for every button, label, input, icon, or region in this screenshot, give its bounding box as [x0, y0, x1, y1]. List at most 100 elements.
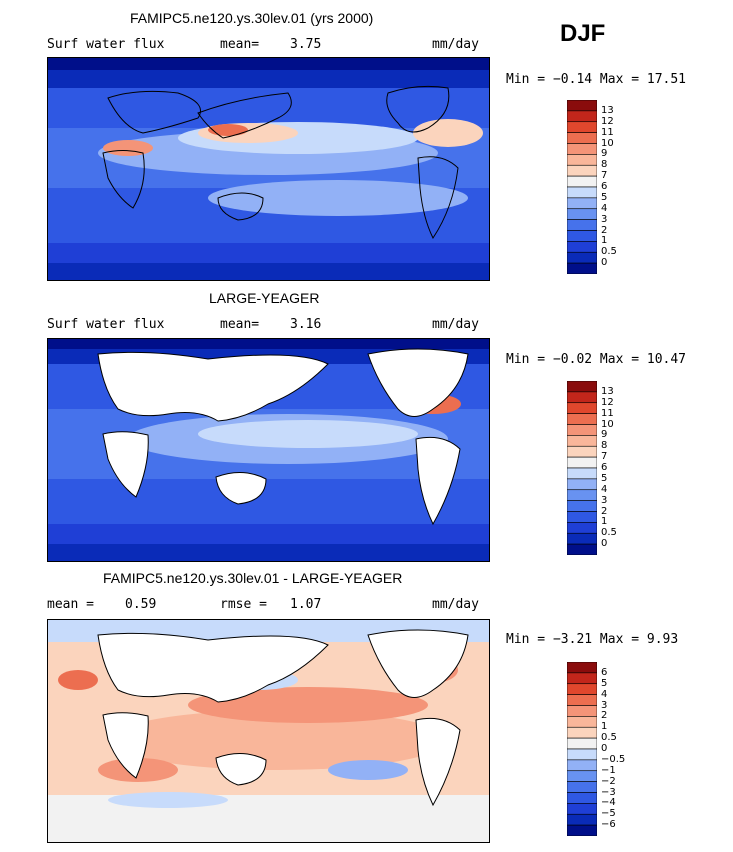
panel-1-map	[47, 57, 490, 281]
colorbar-tick-label: 3	[601, 494, 608, 506]
colorbar-tick-label: 6	[601, 462, 608, 473]
panel-1-colorbar	[566, 99, 598, 279]
colorbar-tick-label: 5	[601, 677, 608, 689]
colorbar-swatch	[566, 770, 598, 782]
colorbar-tick-label: −5	[601, 808, 616, 820]
colorbar-swatch	[566, 402, 598, 414]
panel-3-title: FAMIPC5.ne120.ys.30lev.01 - LARGE-YEAGER	[103, 570, 403, 586]
panel-1-minmax: Min = −0.14 Max = 17.51	[506, 72, 687, 87]
colorbar-swatch	[566, 219, 598, 231]
colorbar-swatch	[566, 380, 598, 393]
panel-3-mean-value: 0.59	[125, 597, 157, 612]
panel-3-rmse-label: rmse =	[220, 597, 267, 612]
colorbar-tick-label: 4	[601, 483, 608, 495]
colorbar-tick-label: 4	[601, 202, 608, 214]
panel-2-title: LARGE-YEAGER	[209, 290, 320, 306]
colorbar-swatch	[566, 154, 598, 166]
colorbar-swatch	[566, 748, 598, 761]
colorbar-tick-label: 11	[601, 407, 614, 419]
colorbar-swatch	[566, 500, 598, 512]
colorbar-tick-label: 12	[601, 396, 614, 408]
colorbar-swatch	[566, 241, 598, 253]
panel-2-colorbar-svg	[566, 380, 598, 556]
colorbar-swatch	[566, 661, 598, 674]
colorbar-tick-label: 0.5	[601, 246, 617, 258]
colorbar-tick-label: 1	[601, 516, 608, 528]
colorbar-tick-label: 9	[601, 429, 608, 441]
season-label: DJF	[560, 20, 606, 47]
colorbar-tick-label: 0	[601, 743, 608, 754]
colorbar-swatch	[566, 716, 598, 728]
colorbar-swatch	[566, 413, 598, 425]
colorbar-tick-label: −1	[601, 764, 616, 776]
colorbar-swatch	[566, 726, 598, 739]
colorbar-swatch	[566, 121, 598, 133]
colorbar-swatch	[566, 456, 598, 469]
colorbar-swatch	[566, 230, 598, 242]
panel-3-map-svg	[48, 620, 489, 842]
colorbar-swatch	[566, 792, 598, 804]
colorbar-tick-label: 2	[601, 710, 608, 722]
panel-3-colorbar	[566, 661, 598, 841]
panel-1-mean-value: 3.75	[290, 37, 322, 52]
panel-2-mean-value: 3.16	[290, 317, 322, 332]
colorbar-tick-label: 5	[601, 191, 608, 203]
colorbar-swatch	[566, 683, 598, 695]
colorbar-swatch	[566, 489, 598, 501]
panel-3-minmax: Min = −3.21 Max = 9.93	[506, 632, 679, 647]
colorbar-tick-label: 2	[601, 505, 608, 517]
colorbar-swatch	[566, 435, 598, 447]
panel-3-mean-label: mean =	[47, 597, 94, 612]
colorbar-tick-label: 1	[601, 721, 608, 733]
colorbar-tick-label: 4	[601, 688, 608, 700]
panel-1-map-svg	[48, 58, 489, 280]
colorbar-swatch	[566, 208, 598, 220]
panel-3-colorbar-svg	[566, 661, 598, 837]
colorbar-tick-label: −2	[601, 775, 616, 787]
panel-1-colorbar-svg	[566, 99, 598, 275]
panel-2-mean-label: mean=	[220, 317, 260, 332]
colorbar-tick-label: 13	[601, 385, 614, 397]
colorbar-tick-label: 13	[601, 104, 614, 116]
panel-3-units: mm/day	[432, 597, 479, 612]
panel-2-units: mm/day	[432, 317, 479, 332]
panel-2-map	[47, 338, 490, 562]
colorbar-tick-label: 0.5	[601, 527, 617, 539]
colorbar-tick-label: 10	[601, 418, 614, 430]
colorbar-swatch	[566, 694, 598, 706]
colorbar-swatch	[566, 813, 598, 826]
colorbar-tick-label: 6	[601, 181, 608, 192]
colorbar-swatch	[566, 759, 598, 772]
colorbar-swatch	[566, 803, 598, 815]
colorbar-tick-label: 3	[601, 699, 608, 711]
colorbar-tick-label: 10	[601, 137, 614, 149]
colorbar-tick-label: 8	[601, 159, 608, 171]
panel-1-units: mm/day	[432, 37, 479, 52]
colorbar-tick-label: 5	[601, 472, 608, 484]
colorbar-tick-label: 2	[601, 224, 608, 236]
colorbar-tick-label: 8	[601, 440, 608, 452]
colorbar-swatch	[566, 424, 598, 436]
colorbar-swatch	[566, 467, 598, 480]
panel-2-field-label: Surf water flux	[47, 317, 165, 332]
colorbar-swatch	[566, 132, 598, 144]
colorbar-tick-label: −3	[601, 786, 616, 798]
panel-3-rmse-value: 1.07	[290, 597, 322, 612]
panel-1-title: FAMIPC5.ne120.ys.30lev.01 (yrs 2000)	[130, 10, 374, 26]
colorbar-swatch	[566, 175, 598, 188]
colorbar-tick-label: 1	[601, 235, 608, 247]
colorbar-swatch	[566, 186, 598, 199]
colorbar-swatch	[566, 197, 598, 210]
colorbar-tick-label: 6	[601, 666, 608, 678]
colorbar-tick-label: 7	[601, 451, 608, 463]
colorbar-swatch	[566, 824, 598, 837]
colorbar-swatch	[566, 781, 598, 793]
panel-3-map	[47, 619, 490, 843]
colorbar-tick-label: −6	[601, 819, 616, 831]
colorbar-swatch	[566, 110, 598, 123]
colorbar-tick-label: 12	[601, 115, 614, 127]
colorbar-swatch	[566, 391, 598, 404]
colorbar-swatch	[566, 164, 598, 177]
colorbar-tick-label: 0	[601, 257, 608, 269]
panel-1-mean-label: mean=	[220, 37, 260, 52]
